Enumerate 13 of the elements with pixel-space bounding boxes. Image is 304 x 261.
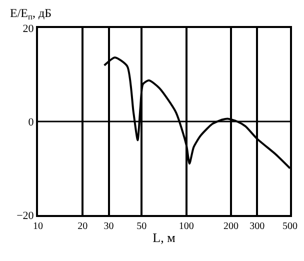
y-tick-label: 20 (22, 22, 34, 35)
y-tick-label: −20 (16, 210, 34, 222)
x-tick-label: 200 (223, 221, 238, 232)
x-tick-label: 30 (104, 221, 114, 232)
y-axis-title: E/E$_{п}$, дБ (10, 6, 52, 22)
y-tick-label: 0 (28, 116, 34, 128)
x-tick-label: 300 (250, 221, 265, 232)
x-tick-label: 50 (136, 221, 147, 232)
x-tick-label: 100 (178, 221, 194, 232)
x-tick-label: 20 (78, 221, 88, 232)
x-tick-label: 500 (282, 221, 298, 232)
x-axis-title: L, м (152, 230, 176, 246)
x-tick-label: 10 (33, 221, 43, 232)
